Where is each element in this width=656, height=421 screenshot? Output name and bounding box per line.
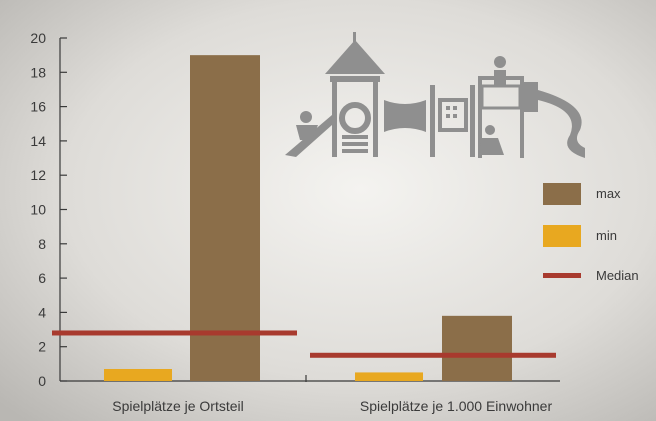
y-tick-label: 0	[38, 373, 46, 389]
y-tick-label: 12	[30, 167, 46, 183]
bar-max	[442, 315, 512, 381]
median-line	[52, 330, 297, 336]
category-label: Spielplätze je Ortsteil	[112, 398, 244, 414]
y-tick-labels: 0 2 4 6 8 10 12 14 16 18 20	[30, 30, 46, 389]
legend-swatch-median	[543, 273, 581, 278]
y-tick-label: 8	[38, 236, 46, 252]
y-tick-label: 20	[30, 30, 46, 46]
y-tick-label: 18	[30, 64, 46, 80]
playground-illustration-icon	[285, 32, 585, 158]
category-labels: Spielplätze je Ortsteil Spielplätze je 1.…	[112, 398, 552, 414]
bars	[104, 55, 512, 382]
y-tick-label: 2	[38, 339, 46, 355]
legend: max min Median	[543, 183, 639, 283]
legend-label: min	[596, 228, 617, 243]
legend-swatch-min	[543, 225, 581, 247]
legend-label: Median	[596, 268, 639, 283]
legend-label: max	[596, 186, 621, 201]
y-tick-label: 16	[30, 99, 46, 115]
y-tick-label: 14	[30, 133, 46, 149]
median-lines	[52, 330, 556, 358]
bar-min	[355, 372, 423, 381]
y-tick-label: 10	[30, 202, 46, 218]
category-label: Spielplätze je 1.000 Einwohner	[360, 398, 553, 414]
y-tick-label: 6	[38, 270, 46, 286]
median-line	[310, 352, 556, 358]
y-tick-label: 4	[38, 304, 46, 320]
legend-swatch-max	[543, 183, 581, 205]
bar-min	[104, 368, 172, 381]
bar-max	[190, 55, 260, 382]
